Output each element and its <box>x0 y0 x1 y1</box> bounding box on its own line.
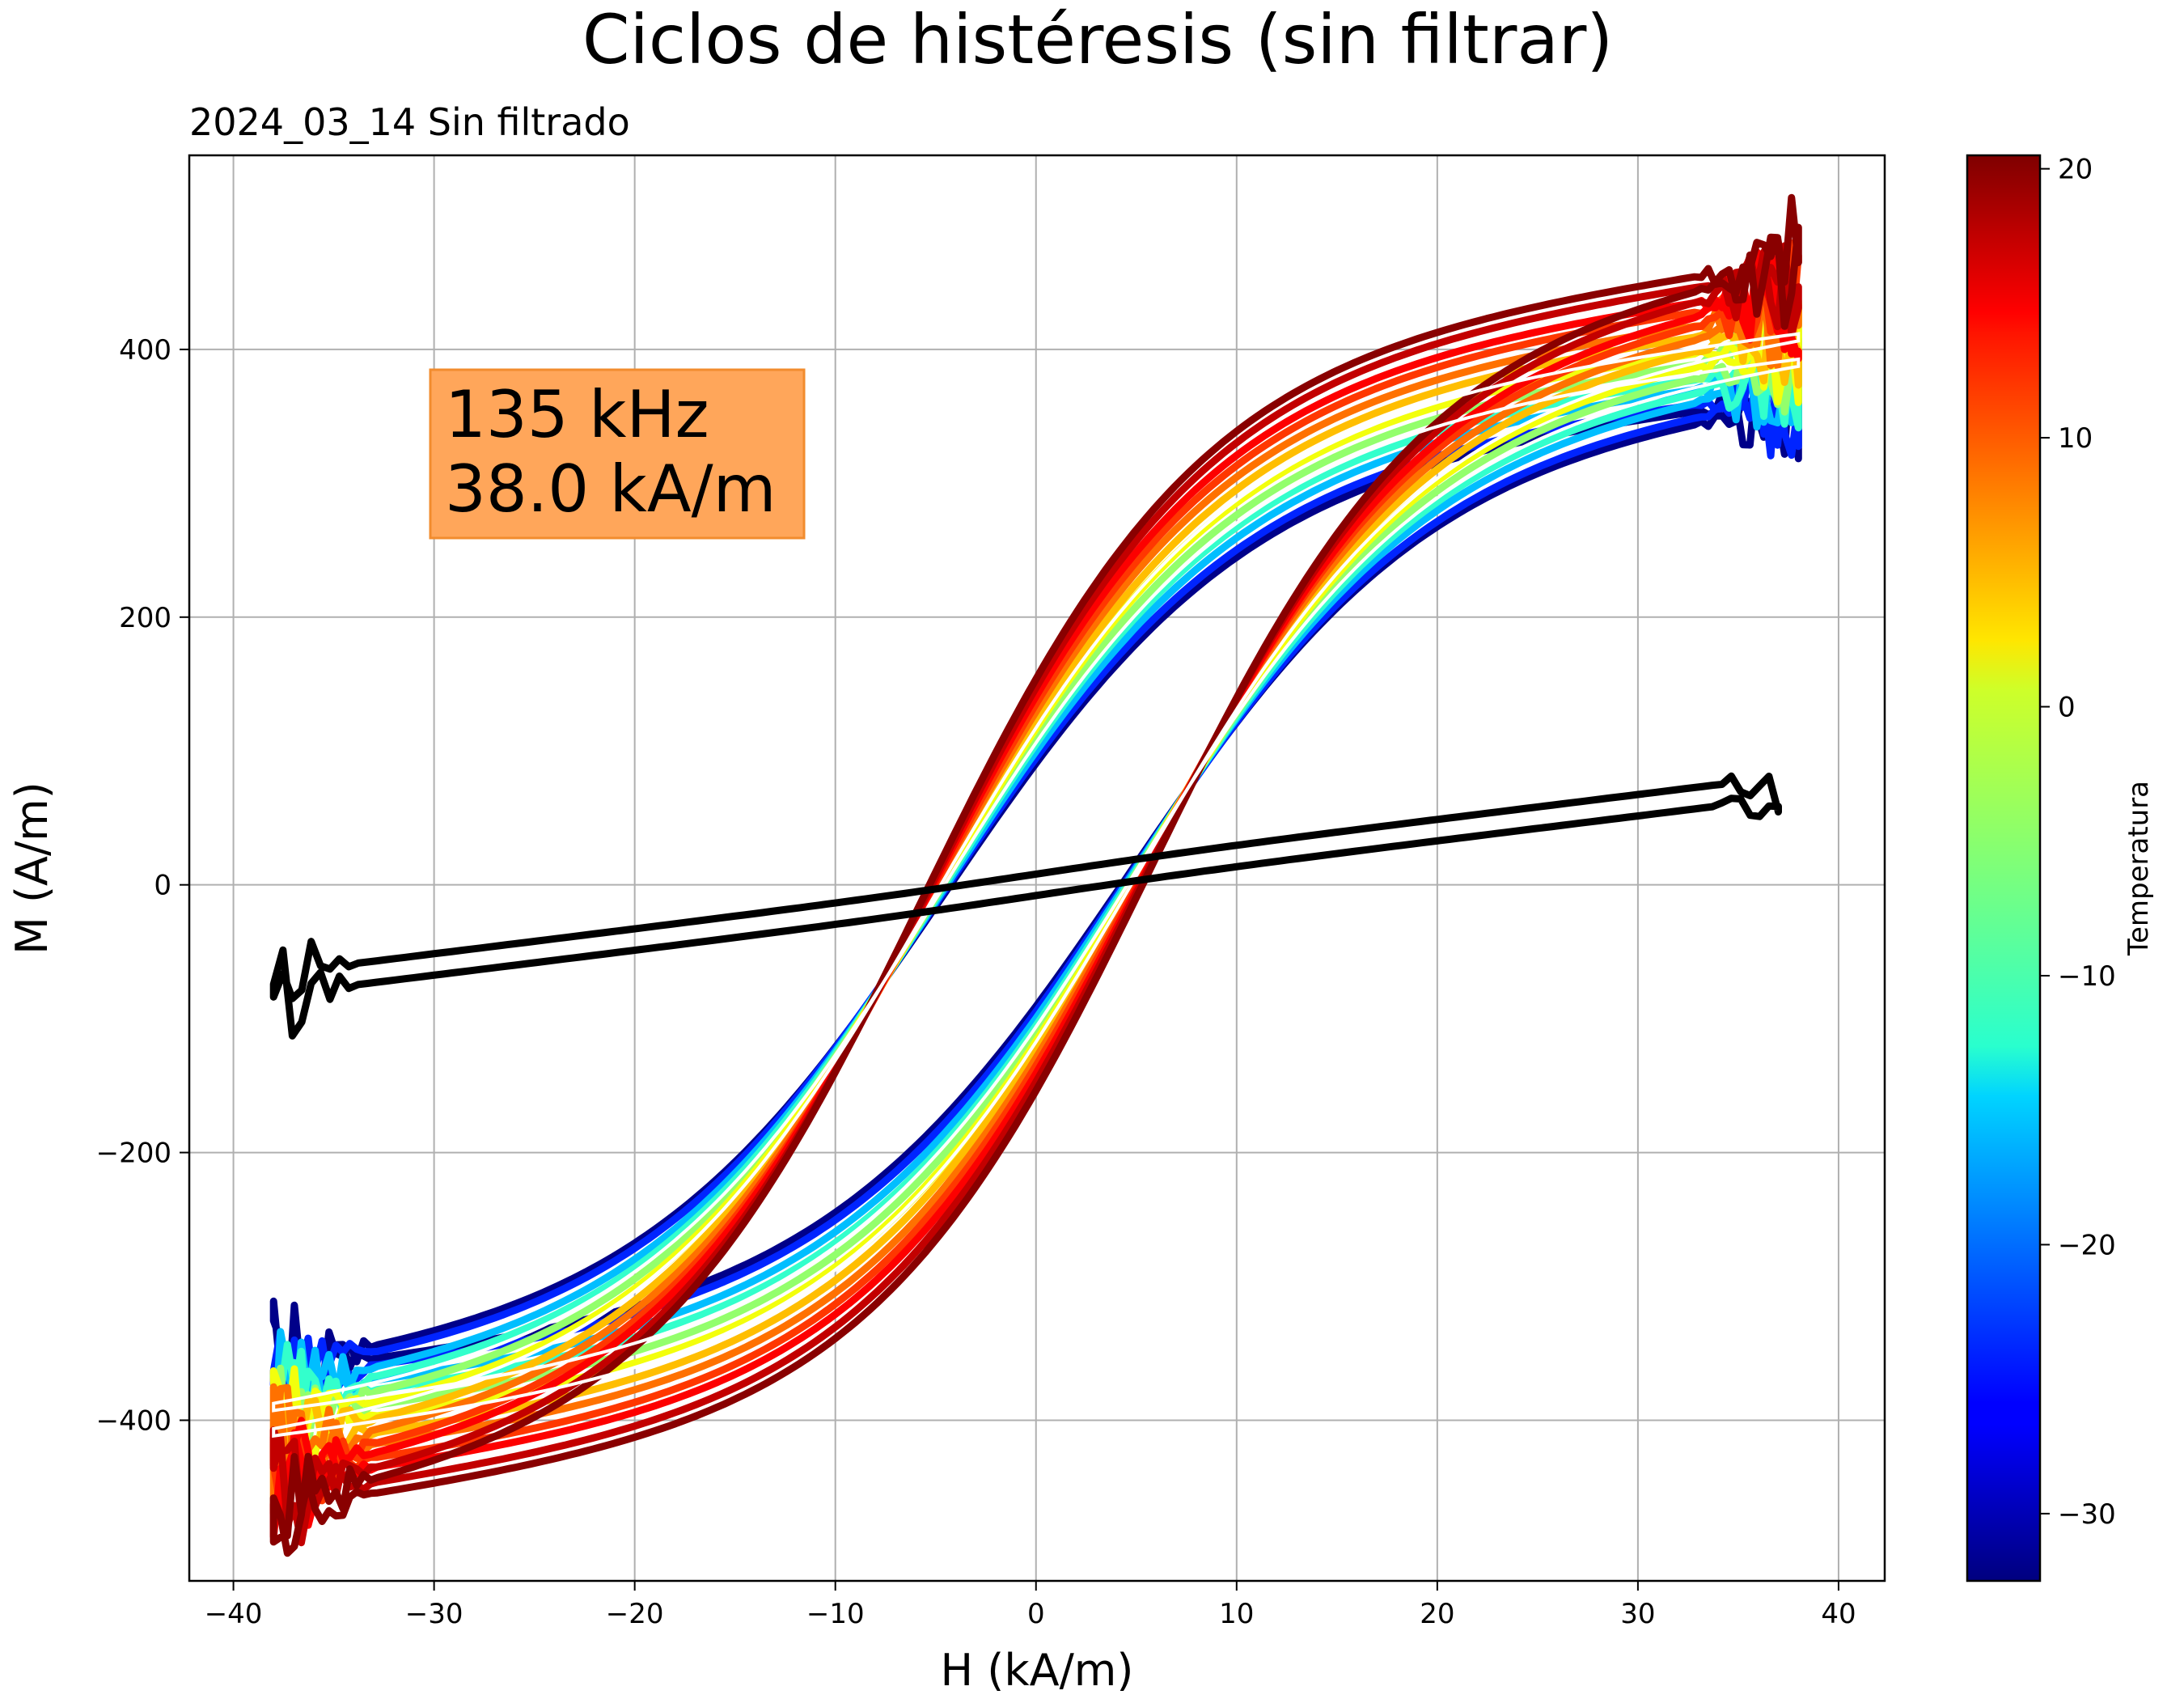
y-tick-label: 200 <box>119 602 171 634</box>
x-tick-label: 10 <box>1219 1598 1254 1630</box>
y-tick-label: −400 <box>96 1405 171 1437</box>
reference-loop <box>269 772 1782 1040</box>
plot-area: −40 −30 −20 −10 0 10 20 30 40 −400 −200 0 200 400 <box>96 154 1886 1630</box>
x-tick-label: 20 <box>1420 1598 1454 1630</box>
x-tick-label: 40 <box>1821 1598 1856 1630</box>
colorbar: −30 −20 −10 0 10 20 Temperatura <box>1966 154 2155 1582</box>
colorbar-label: Temperatura <box>2123 781 2155 956</box>
x-axis-label: H (kA/m) <box>941 1645 1134 1696</box>
annotation-box: 135 kHz 38.0 kA/m <box>429 368 806 540</box>
colorbar-tick-label: 0 <box>2058 692 2076 724</box>
x-tick-label: −40 <box>205 1598 263 1630</box>
annotation-frequency: 135 kHz <box>445 377 709 452</box>
hysteresis-loop-white <box>272 357 1801 1413</box>
plot-frame <box>188 154 1886 1582</box>
y-tick-label: 400 <box>119 334 171 366</box>
colorbar-frame <box>1966 154 2042 1582</box>
hysteresis-loop <box>269 193 1802 1557</box>
hysteresis-loop-white <box>272 332 1801 1438</box>
colorbar-tick-label: 20 <box>2058 154 2093 186</box>
x-tick-label: 30 <box>1620 1598 1655 1630</box>
annotation-background <box>429 368 806 540</box>
y-tick-label: −200 <box>96 1138 171 1170</box>
y-tick-label: 0 <box>154 870 171 902</box>
hysteresis-curves <box>269 193 1802 1557</box>
colorbar-tick-label: −10 <box>2058 960 2116 993</box>
chart-title: Ciclos de histéresis (sin filtrar) <box>582 0 1613 79</box>
colorbar-tick-label: −30 <box>2058 1498 2116 1531</box>
y-axis-ticks: −400 −200 0 200 400 <box>96 334 189 1437</box>
annotation-field: 38.0 kA/m <box>445 451 777 527</box>
x-tick-label: −30 <box>405 1598 463 1630</box>
x-tick-label: −20 <box>606 1598 664 1630</box>
y-axis-label: M (A/m) <box>6 782 57 955</box>
colorbar-gradient <box>1967 155 2040 1581</box>
x-axis-ticks: −40 −30 −20 −10 0 10 20 30 40 <box>205 1581 1856 1630</box>
colorbar-tick-label: 10 <box>2058 422 2093 455</box>
x-tick-label: −10 <box>806 1598 865 1630</box>
colorbar-ticks: −30 −20 −10 0 10 20 <box>2040 154 2116 1531</box>
colorbar-tick-label: −20 <box>2058 1229 2116 1261</box>
chart-subtitle: 2024_03_14 Sin filtrado <box>189 100 630 144</box>
x-tick-label: 0 <box>1027 1598 1045 1630</box>
